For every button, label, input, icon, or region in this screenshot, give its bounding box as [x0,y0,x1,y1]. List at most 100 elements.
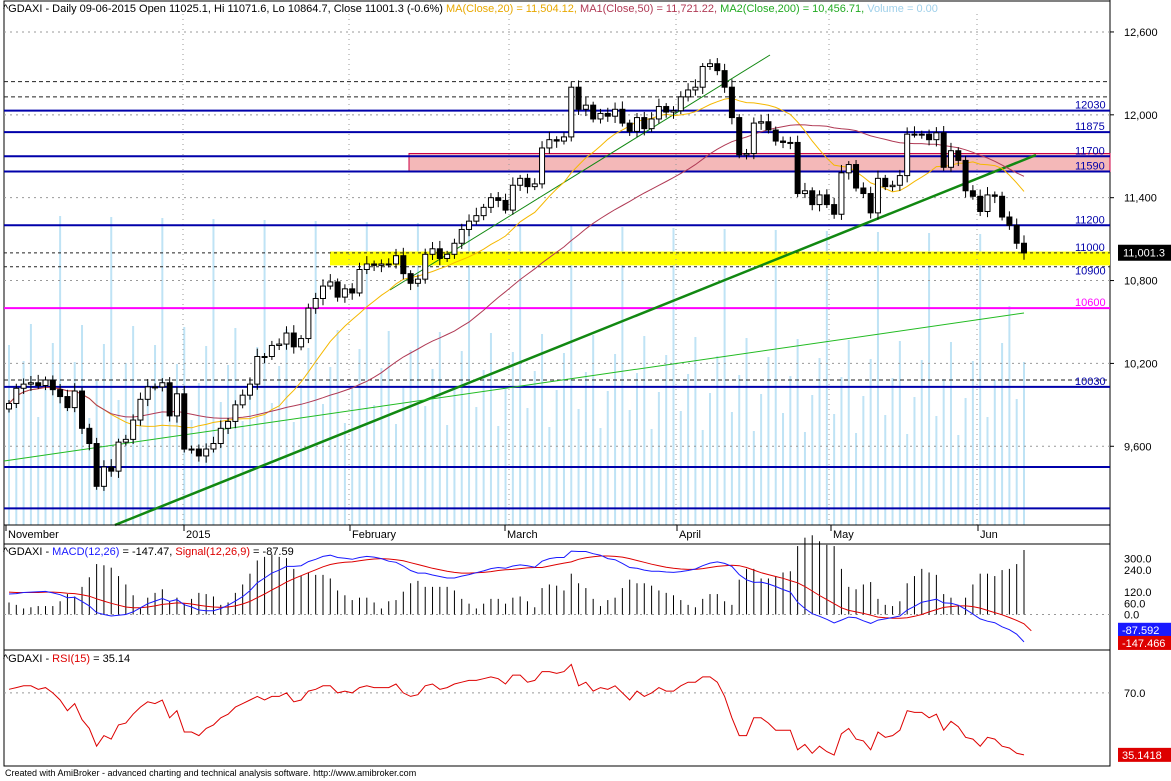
footer-credit: Created with AmiBroker - advanced charti… [5,768,417,778]
rsi-symbol: ^GDAXI - [3,653,53,665]
candle-down [604,112,611,117]
long-trendline [114,153,1037,527]
candle-up [42,379,49,387]
x-axis-label: February [352,529,397,541]
candle-down [93,443,100,487]
rsi-axis-label: 70.0 [1124,688,1145,700]
candle-down [991,194,998,197]
candle-down [977,195,984,212]
volume-legend: Volume = 0.00 [867,3,938,15]
price-level-label: 11700 [1075,145,1105,157]
x-axis-label: May [833,529,854,541]
candle-down [969,190,976,197]
rsi-badge-label: 35.1418 [1122,750,1162,762]
candle-up [582,104,589,110]
candle-down [736,117,743,156]
candle-up [225,420,232,429]
candle-up [305,307,312,340]
candle-up [597,112,604,120]
candle-up [648,118,655,130]
price-level-label: 10900 [1075,266,1106,278]
candle-down [49,379,56,391]
price-level-label: 10600 [1075,297,1106,309]
candle-up [874,177,881,214]
candle-up [838,172,845,215]
candle-down [166,382,173,417]
candle-up [845,164,852,174]
x-axis-label: Jun [980,529,998,541]
price-summary: - Daily 09-06-2015 Open 11025.1, Hi 1107… [42,3,447,15]
candle-up [363,263,370,271]
candle-down [867,193,874,214]
x-axis-label: November [8,529,59,541]
price-axis-label: 12,600 [1124,27,1158,39]
price-level-label: 11875 [1075,121,1105,133]
candle-down [436,248,443,259]
candle-up [612,108,619,117]
candle-up [670,110,677,113]
candle-up [20,383,27,389]
candle-up [188,448,195,451]
candle-down [1021,242,1027,254]
price-axis-label: 9,600 [1124,441,1152,453]
candle-up [276,343,283,346]
candle-down [575,86,582,110]
last-price-badge [1118,244,1171,261]
signal-badge [1118,622,1171,637]
macd-axis-label: 0.0 [1124,609,1139,621]
candle-down [882,177,889,188]
signal-line [8,555,1032,632]
candle-up [473,215,480,222]
price-axis-label: 11,400 [1124,193,1157,205]
candle-up [100,466,107,487]
candle-down [524,177,531,188]
price-axis-label: 12,000 [1124,110,1158,122]
candle-down [962,159,969,192]
price-level-label: 11590 [1075,160,1105,172]
candle-down [780,140,787,143]
candle-down [619,108,626,124]
candle-down [108,466,115,472]
candle-up [203,448,210,457]
signal-legend: Signal(12,26,9) [175,546,250,558]
macd-legend: MACD(12,26) [52,546,120,558]
candle-up [517,177,524,186]
macd-line [8,550,1025,643]
candle-up [319,285,326,300]
candle-down [1006,216,1013,226]
candle-down [64,396,71,409]
candle-up [122,438,129,443]
candle-down [495,197,502,201]
candle-up [560,136,567,142]
candle-down [926,133,933,141]
candle-down [663,106,670,113]
candle-up [896,175,903,186]
candle-up [685,89,692,98]
macd-symbol: ^GDAXI - [3,546,53,558]
candle-down [371,263,378,266]
rsi-value: = 35.14 [90,653,131,665]
macd-axis-label: 300.0 [1124,554,1152,566]
candle-up [217,427,224,445]
price-level-label: 12030 [1075,100,1106,112]
rsi-legend: RSI(15) [52,653,91,665]
candle-down [721,70,728,88]
candle-up [152,386,159,389]
candle-down [772,129,779,142]
candle-up [254,356,261,385]
candle-up [889,184,896,188]
candle-up [6,402,12,410]
price-axis-label: 10,800 [1124,276,1158,288]
ma200-line [3,312,1025,462]
candle-up [393,255,400,265]
candle-up [298,338,305,348]
candle-up [458,228,465,244]
candle-down [349,288,356,294]
candle-up [444,253,451,259]
macd-value: = -147.47, [119,546,176,558]
candle-up [487,197,494,208]
candle-down [853,164,860,189]
x-axis-label: March [507,529,538,541]
candle-down [794,141,801,195]
